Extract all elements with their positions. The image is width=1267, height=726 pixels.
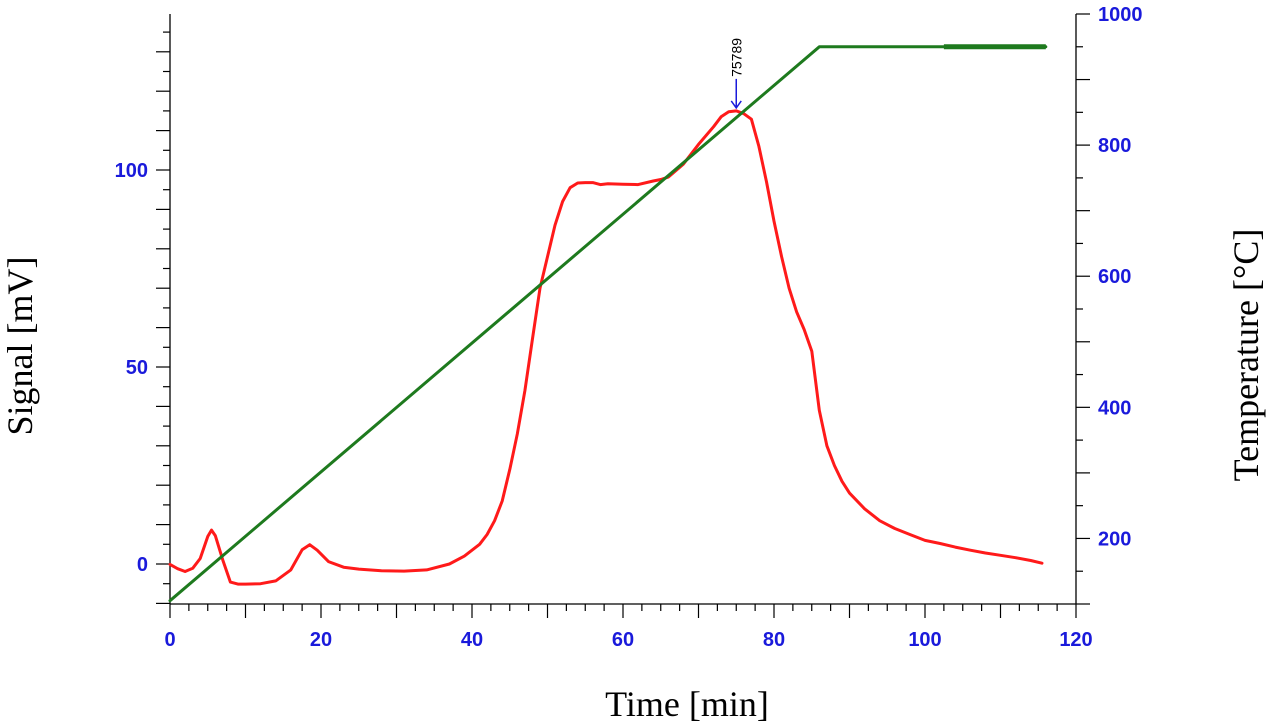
x-tick-label: 120 xyxy=(1059,629,1092,651)
peak-marker-arrowhead xyxy=(730,100,742,110)
x-tick-label: 20 xyxy=(310,629,332,651)
y-right-tick-label: 400 xyxy=(1098,397,1131,419)
y-right-tick-label: 1000 xyxy=(1098,4,1143,26)
signal-series-line xyxy=(168,109,1044,586)
x-axis-title: Time [min] xyxy=(605,684,769,724)
series-layer xyxy=(168,44,1048,603)
axes: 0 20 40 60 80 100 120 0 50 100 200 400 600 800 1000 xyxy=(115,4,1143,651)
x-tick-label: 100 xyxy=(908,629,941,651)
x-tick-label: 80 xyxy=(763,629,785,651)
y-right-tick-label: 600 xyxy=(1098,266,1131,288)
annotation-layer: 75789 xyxy=(728,38,744,110)
y-axis-left-title: Signal [mV] xyxy=(0,257,40,436)
y-right-tick-label: 800 xyxy=(1098,135,1131,157)
x-tick-label: 60 xyxy=(612,629,634,651)
temperature-series-line xyxy=(168,45,1048,603)
peak-label: 75789 xyxy=(728,38,744,77)
y-left-tick-label: 0 xyxy=(137,554,148,576)
x-tick-label: 40 xyxy=(461,629,483,651)
x-tick-label: 0 xyxy=(164,629,175,651)
y-left-tick-label: 100 xyxy=(115,160,148,182)
y-right-tick-label: 200 xyxy=(1098,528,1131,550)
y-left-tick-label: 50 xyxy=(126,357,148,379)
y-axis-right-title: Temperature [°C] xyxy=(1226,229,1266,482)
